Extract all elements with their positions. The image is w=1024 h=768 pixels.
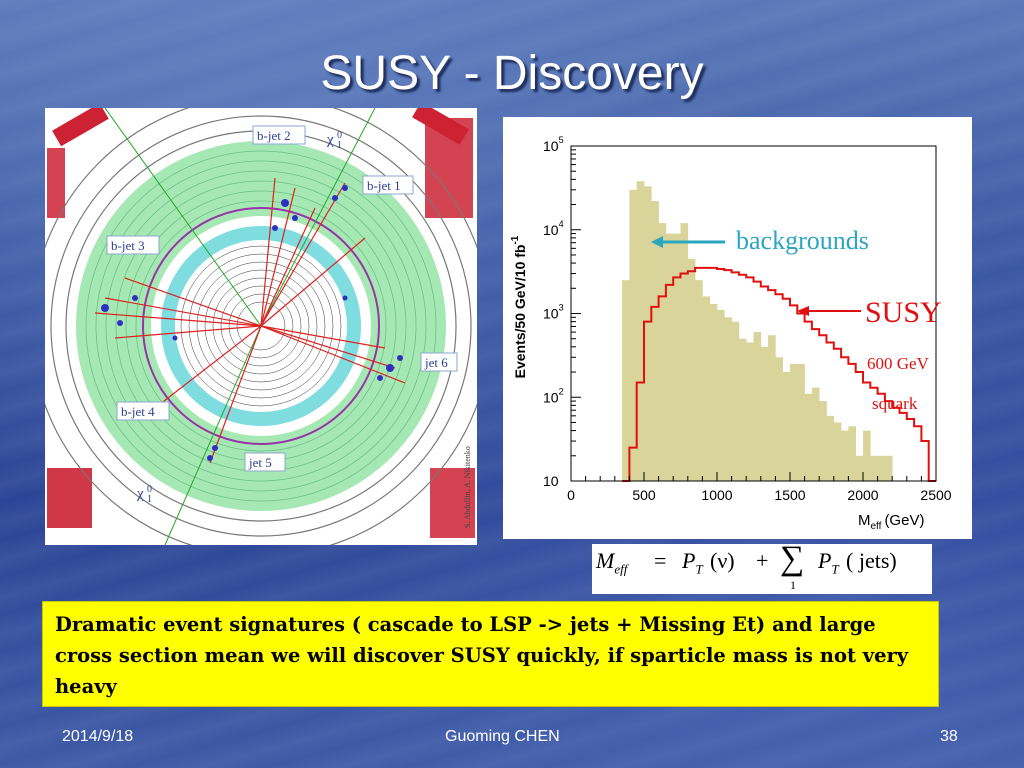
missing-et-lines [104,108,376,545]
label-bjet3: b-jet 3 [111,238,145,253]
background-bar [724,317,732,481]
svg-text:1: 1 [147,494,152,505]
label-chi-bottom: χ [136,486,144,502]
background-bar [848,426,856,481]
backgrounds-label: backgrounds [736,226,869,255]
y-axis-label: Events/50 GeV/10 fb-1 [510,235,528,378]
background-bar [753,332,762,481]
background-bar [877,455,886,481]
susy-label: SUSY [865,296,942,329]
x-tick-label: 1000 [701,487,732,503]
background-bar [775,357,783,481]
hit-clusters [101,185,403,461]
meff-histogram-panel: 0 500 1000 1500 2000 2500 10 102 103 104 105 Event… [503,117,972,539]
y-tick-label: 10 [543,473,559,489]
background-bar [738,338,747,481]
background-histogram [622,181,893,482]
background-bar [658,223,667,481]
footer-date: 2014/9/18 [62,728,134,745]
svg-text:0: 0 [337,130,342,141]
susy-step-line [622,266,936,482]
backgrounds-annotation: backgrounds [651,226,869,255]
label-bjet1: b-jet 1 [367,178,401,193]
background-bar [841,430,849,481]
susy-squark-label: squark [872,394,918,413]
label-jet5: jet 5 [248,455,272,470]
footer-author: Guoming CHEN [445,728,560,745]
label-bjet2: b-jet 2 [257,128,291,143]
background-bar [826,415,835,481]
x-tick-label: 1500 [774,487,805,503]
background-bar [695,280,703,481]
background-bar [884,455,893,481]
label-chi-top: χ [326,132,334,148]
background-bar [629,189,637,482]
label-bjet4: b-jet 4 [121,404,155,419]
x-tick-label: 0 [567,487,575,503]
background-bar [760,346,769,481]
background-bar [717,310,725,481]
callout-text: Dramatic event signatures ( cascade to L… [55,613,909,698]
meff-histogram-chart: 0 500 1000 1500 2000 2500 10 102 103 104 105 Event… [510,135,952,532]
y-tick-label: 102 [543,386,564,405]
background-bar [819,401,827,481]
x-tick-label: 2000 [847,487,878,503]
background-bar [673,233,681,481]
axis-ticks: 0 500 1000 1500 2000 2500 10 102 103 104 105 [543,135,952,503]
y-tick-label: 103 [543,303,564,322]
background-bar [811,387,820,481]
background-bar [731,321,740,481]
label-jet6: jet 6 [424,355,448,370]
x-tick-label: 2500 [920,487,951,503]
susy-annotation: SUSY 600 GeV squark [797,296,942,413]
background-bar [804,393,813,481]
background-bar [709,303,718,481]
tracks [94,177,406,464]
image-credit: S. Abdullin, A. Nikitenko [463,446,472,528]
x-axis-label: Meff (GeV) [858,512,924,532]
x-tick-label: 500 [632,487,656,503]
background-bar [636,181,645,481]
background-bar [855,455,864,481]
y-tick-label: 104 [543,219,564,238]
background-bar [687,258,696,481]
footer-page-number: 38 [940,728,958,745]
background-bar [863,430,871,481]
meff-formula: Meff = PT (ν) + ∑ 1 PT ( jets) [592,540,932,594]
background-bar [833,422,842,481]
detector-event-display: b-jet 2 b-jet 1 b-jet 3 b-jet 4 jet 5 je… [45,108,477,545]
callout-box: Dramatic event signatures ( cascade to L… [42,601,939,707]
background-bar [622,280,630,481]
susy-mass-label: 600 GeV [867,354,930,373]
background-bar [746,342,754,481]
background-bar [644,186,652,481]
muon-chambers [47,108,475,538]
background-bar [870,455,878,481]
background-bar [702,296,710,481]
background-bar [665,233,674,481]
background-bar [790,363,798,481]
y-tick-label: 105 [543,135,564,154]
background-bar [651,201,659,482]
event-display-image: b-jet 2 b-jet 1 b-jet 3 b-jet 4 jet 5 je… [45,108,477,545]
background-bar [797,363,805,481]
svg-text:0: 0 [147,484,152,495]
background-bar [768,335,776,481]
svg-text:1: 1 [337,140,342,151]
background-bar [782,372,791,481]
background-bar [680,223,689,481]
slide-title: SUSY - Discovery [320,47,704,100]
